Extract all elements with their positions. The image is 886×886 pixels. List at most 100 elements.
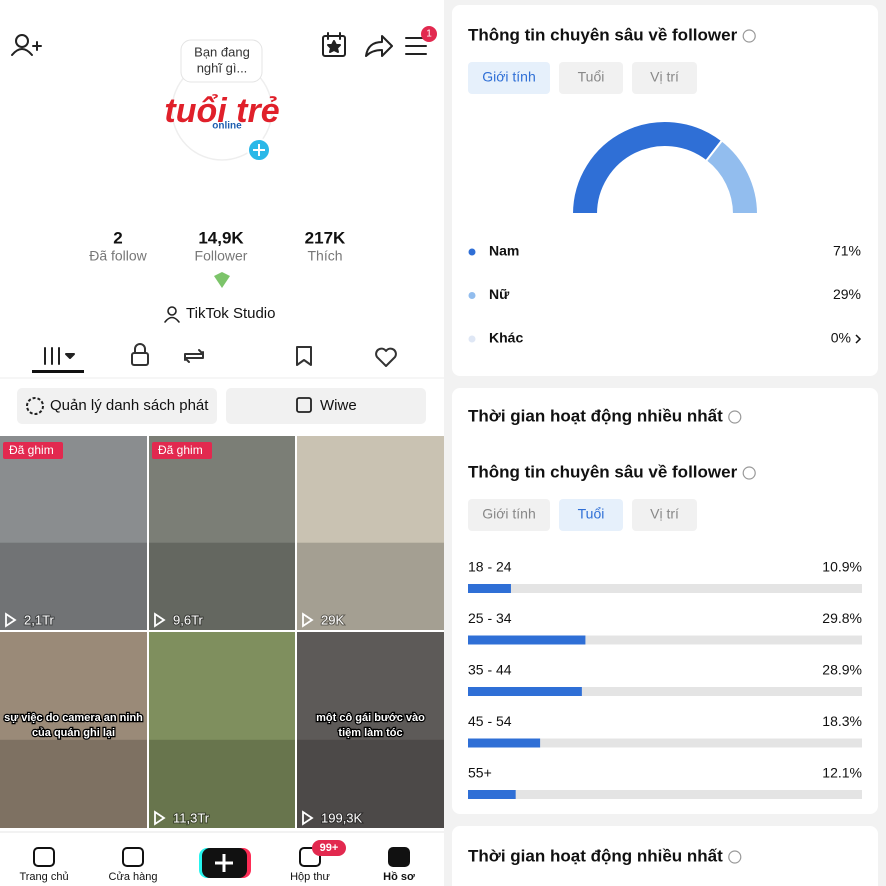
bar [468, 738, 541, 748]
video-thumbnail[interactable]: sự việc do camera an ninh của quán ghi lạ… [0, 632, 147, 828]
menu-badge [421, 26, 437, 42]
video-thumbnail[interactable]: một cô gái bước vào tiệm làm tóc 199,3K [297, 632, 444, 828]
video-caption: sự việc do camera an ninh [4, 712, 143, 724]
info-icon[interactable] [742, 29, 756, 43]
age-label: 35 - 44 [468, 662, 512, 678]
legend-label: Khác [489, 330, 523, 346]
video-caption: tiệm làm tóc [338, 727, 402, 739]
bar-track [468, 584, 862, 593]
studio-link[interactable]: TikTok Studio [186, 305, 275, 322]
legend-dot [468, 248, 476, 256]
nav-label[interactable]: Hồ sơ [383, 871, 415, 883]
playlist-label: Quản lý danh sách phát [50, 397, 209, 414]
tab-label[interactable]: Tuổi [578, 69, 605, 85]
video-thumbnail[interactable]: Đã ghim 2,1Tr [0, 436, 147, 630]
nav-label[interactable]: Hộp thư [290, 871, 330, 883]
tab[interactable] [632, 62, 697, 94]
tab-underline [32, 370, 84, 373]
thumbnail-shade [297, 542, 444, 630]
legend-value: 29% [833, 286, 861, 302]
tab-label[interactable]: Giới tính [482, 69, 536, 85]
wiwe-button[interactable] [226, 388, 426, 424]
nav-icon[interactable] [122, 847, 144, 867]
info-icon[interactable] [728, 410, 742, 424]
studio-icon [164, 306, 180, 323]
thumbnail-image [149, 436, 295, 630]
create-plus [215, 854, 233, 872]
thumbnail-shade [0, 739, 147, 828]
stat-label: Đã follow [89, 248, 147, 264]
video-thumbnail[interactable]: 29K [297, 436, 444, 630]
video-thumbnail[interactable]: Đã ghim 9,6Tr [149, 436, 295, 630]
view-count: 2,1Tr [24, 612, 55, 627]
tab-label[interactable]: Vị trí [650, 69, 679, 85]
section-title: Thông tin chuyên sâu về follower [468, 25, 738, 44]
repost-tab-icon[interactable] [184, 349, 204, 363]
nav-icon[interactable] [33, 847, 55, 867]
bar-track [468, 635, 862, 645]
add-friend-icon[interactable] [11, 34, 42, 56]
age-label: 25 - 34 [468, 610, 512, 626]
stat-label: Thích [307, 248, 342, 264]
thumbnail-shade [149, 542, 295, 630]
legend-label: Nữ [489, 286, 510, 302]
bar [468, 635, 586, 645]
tab[interactable] [468, 499, 550, 531]
playlist-button[interactable] [17, 388, 217, 424]
section-title: Thời gian hoạt động nhiều nhất [468, 406, 723, 425]
video-thumbnail[interactable]: 11,3Tr [149, 632, 295, 828]
thumbnail-image [149, 632, 295, 828]
share-icon[interactable] [365, 35, 393, 57]
legend-dot [468, 292, 476, 299]
age-value: 29.8% [822, 610, 862, 626]
info-icon[interactable] [742, 466, 756, 480]
private-tab-icon[interactable] [131, 343, 149, 366]
saved-tab-icon[interactable] [296, 346, 312, 366]
thumbnail-image [297, 632, 444, 828]
tab[interactable] [632, 499, 697, 531]
tab-label[interactable]: Giới tính [482, 506, 536, 522]
play-icon [154, 810, 166, 826]
age-label: 18 - 24 [468, 559, 512, 575]
tab[interactable] [559, 499, 623, 531]
stat-value: 2 [113, 228, 122, 247]
play-icon [302, 810, 314, 826]
bar [468, 687, 582, 696]
note-text: Bạn đang [194, 44, 250, 59]
tab-label[interactable]: Vị trí [650, 506, 679, 522]
playlist-icon [26, 397, 44, 415]
nav-label[interactable]: Trang chủ [19, 871, 68, 883]
age-value: 10.9% [822, 559, 862, 575]
note-text: nghĩ gì... [197, 60, 248, 75]
info-icon[interactable] [728, 850, 742, 864]
age-value: 18.3% [822, 713, 862, 729]
thumbnail-shade [149, 739, 295, 828]
view-count: 199,3K [321, 810, 363, 825]
tab-label[interactable]: Tuổi [578, 506, 605, 522]
favorites-icon[interactable] [322, 32, 346, 57]
nav-label[interactable]: Cửa hàng [109, 871, 158, 883]
nav-icon[interactable] [299, 847, 321, 867]
legend-value: 71% [833, 243, 861, 259]
legend-label: Nam [489, 243, 519, 259]
tab[interactable] [468, 62, 550, 94]
age-label: 55+ [468, 765, 492, 781]
chevron[interactable] [855, 334, 862, 344]
thumbnail-image [297, 436, 444, 630]
nav-icon[interactable] [388, 847, 410, 867]
videos-tab-icon[interactable] [44, 347, 75, 365]
liked-tab-icon[interactable] [375, 347, 397, 367]
note-bubble[interactable] [180, 39, 263, 83]
view-count: 11,3Tr [173, 810, 210, 825]
bar [468, 790, 516, 799]
thumbnail-image [0, 436, 147, 630]
avatar-logo: tuổi trẻ [164, 92, 279, 130]
legend-dot [468, 335, 476, 343]
nav-badge-text: 99+ [320, 842, 339, 854]
tab[interactable] [559, 62, 623, 94]
age-value: 12.1% [822, 765, 862, 781]
thumbnail-shade [0, 542, 147, 630]
play-icon [302, 612, 314, 628]
